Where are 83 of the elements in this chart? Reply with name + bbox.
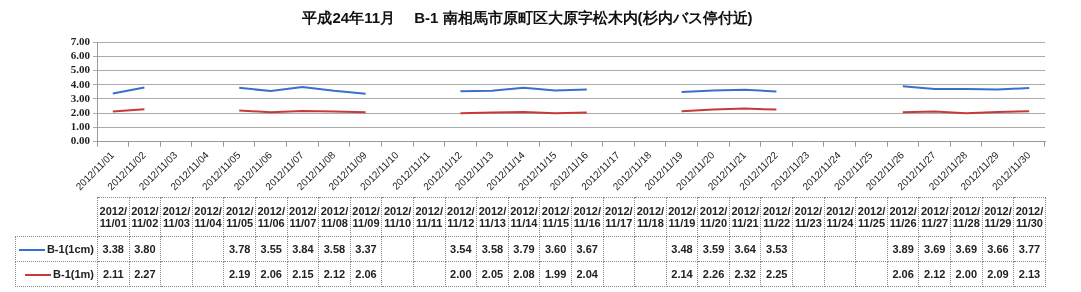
y-tick-label: 1.00 xyxy=(70,120,91,133)
y-tick-label: 5.00 xyxy=(70,63,91,76)
category-label: 2012/11/09 xyxy=(352,205,380,229)
category-label: 2012/11/19 xyxy=(668,205,696,229)
data-label: 3.59 xyxy=(697,236,730,262)
data-label: 3.66 xyxy=(982,236,1014,262)
data-label: 3.37 xyxy=(350,236,382,262)
data-label: 3.84 xyxy=(287,236,319,262)
category-label: 2012/11/02 xyxy=(131,205,159,229)
data-label: 3.54 xyxy=(445,236,477,262)
category-label: 2012/11/18 xyxy=(636,205,665,229)
data-label: 2.08 xyxy=(508,261,540,287)
category-label: 2012/11/22 xyxy=(763,205,791,229)
data-label: 2.00 xyxy=(950,261,983,287)
data-label: 2.06 xyxy=(350,261,382,287)
data-label: 3.77 xyxy=(1013,236,1046,262)
data-label: 3.55 xyxy=(255,236,288,262)
y-tick-label: 3.00 xyxy=(70,91,91,104)
category-label: 2012/11/04 xyxy=(194,205,222,229)
category-label: 2012/11/23 xyxy=(794,205,823,229)
category-label: 2012/11/27 xyxy=(920,205,949,229)
category-label: 2012/11/03 xyxy=(162,205,191,229)
y-tick-label: 6.00 xyxy=(70,49,91,62)
data-label: 3.79 xyxy=(508,236,540,262)
category-label: 2012/11/21 xyxy=(731,205,759,229)
data-label: 2.12 xyxy=(918,261,951,287)
category-label: 2012/11/15 xyxy=(541,205,570,229)
data-label: 3.64 xyxy=(729,236,761,262)
y-tick-label: 0.00 xyxy=(70,134,91,147)
data-label: 2.14 xyxy=(666,261,698,287)
data-label: 3.69 xyxy=(950,236,983,262)
category-label: 2012/11/10 xyxy=(383,205,412,229)
data-label: 2.05 xyxy=(476,261,509,287)
data-label: 2.06 xyxy=(255,261,288,287)
category-label: 2012/11/16 xyxy=(573,205,601,229)
category-label: 2012/11/20 xyxy=(699,205,728,229)
data-label: 2.06 xyxy=(887,261,919,287)
data-label: 2.27 xyxy=(129,261,161,287)
data-label: 2.00 xyxy=(445,261,477,287)
y-tick-label: 4.00 xyxy=(70,77,91,90)
legend-label: B-1(1m) xyxy=(15,261,98,287)
data-label: 2.12 xyxy=(318,261,351,287)
category-label: 2012/11/14 xyxy=(510,205,538,229)
chart-title: 平成24年11月 B-1 南相馬市原町区大原字松木内(杉内バス停付近) xyxy=(301,9,753,27)
data-label: 3.53 xyxy=(760,236,793,262)
category-label: 2012/11/17 xyxy=(605,205,633,229)
y-tick-label: 7.00 xyxy=(70,34,91,47)
y-tick-label: 2.00 xyxy=(70,106,91,119)
category-label: 2012/11/12 xyxy=(447,205,475,229)
data-label: 3.78 xyxy=(223,236,256,262)
data-label: 2.19 xyxy=(223,261,256,287)
data-label: 3.69 xyxy=(918,236,951,262)
category-label: 2012/11/25 xyxy=(857,205,886,229)
data-label: 2.11 xyxy=(97,261,130,287)
category-label: 2012/11/11 xyxy=(415,205,443,229)
category-label: 2012/11/07 xyxy=(289,205,317,229)
data-label: 3.67 xyxy=(571,236,603,262)
data-label: 2.09 xyxy=(982,261,1014,287)
data-label: 2.25 xyxy=(760,261,793,287)
data-label: 2.04 xyxy=(571,261,603,287)
data-label: 3.89 xyxy=(887,236,919,262)
category-label: 2012/11/24 xyxy=(826,205,854,229)
category-label: 2012/11/28 xyxy=(952,205,981,229)
data-label: 2.32 xyxy=(729,261,761,287)
category-label: 2012/11/06 xyxy=(257,205,286,229)
category-label: 2012/11/29 xyxy=(984,205,1012,229)
data-label: 3.58 xyxy=(476,236,509,262)
data-label: 3.60 xyxy=(539,236,572,262)
data-label: 3.80 xyxy=(129,236,161,262)
category-label: 2012/11/13 xyxy=(478,205,507,229)
category-label: 2012/11/05 xyxy=(225,205,254,229)
category-label: 2012/11/01 xyxy=(99,205,128,229)
category-label: 2012/11/26 xyxy=(889,205,917,229)
data-label: 1.99 xyxy=(539,261,572,287)
data-label: 2.15 xyxy=(287,261,319,287)
data-label: 2.13 xyxy=(1013,261,1046,287)
data-label: 3.38 xyxy=(97,236,130,262)
category-label: 2012/11/08 xyxy=(320,205,349,229)
data-label: 2.26 xyxy=(697,261,730,287)
legend-label: B-1(1cm) xyxy=(15,236,98,262)
data-label: 3.58 xyxy=(318,236,351,262)
category-label: 2012/11/30 xyxy=(1015,205,1044,229)
data-label: 3.48 xyxy=(666,236,698,262)
